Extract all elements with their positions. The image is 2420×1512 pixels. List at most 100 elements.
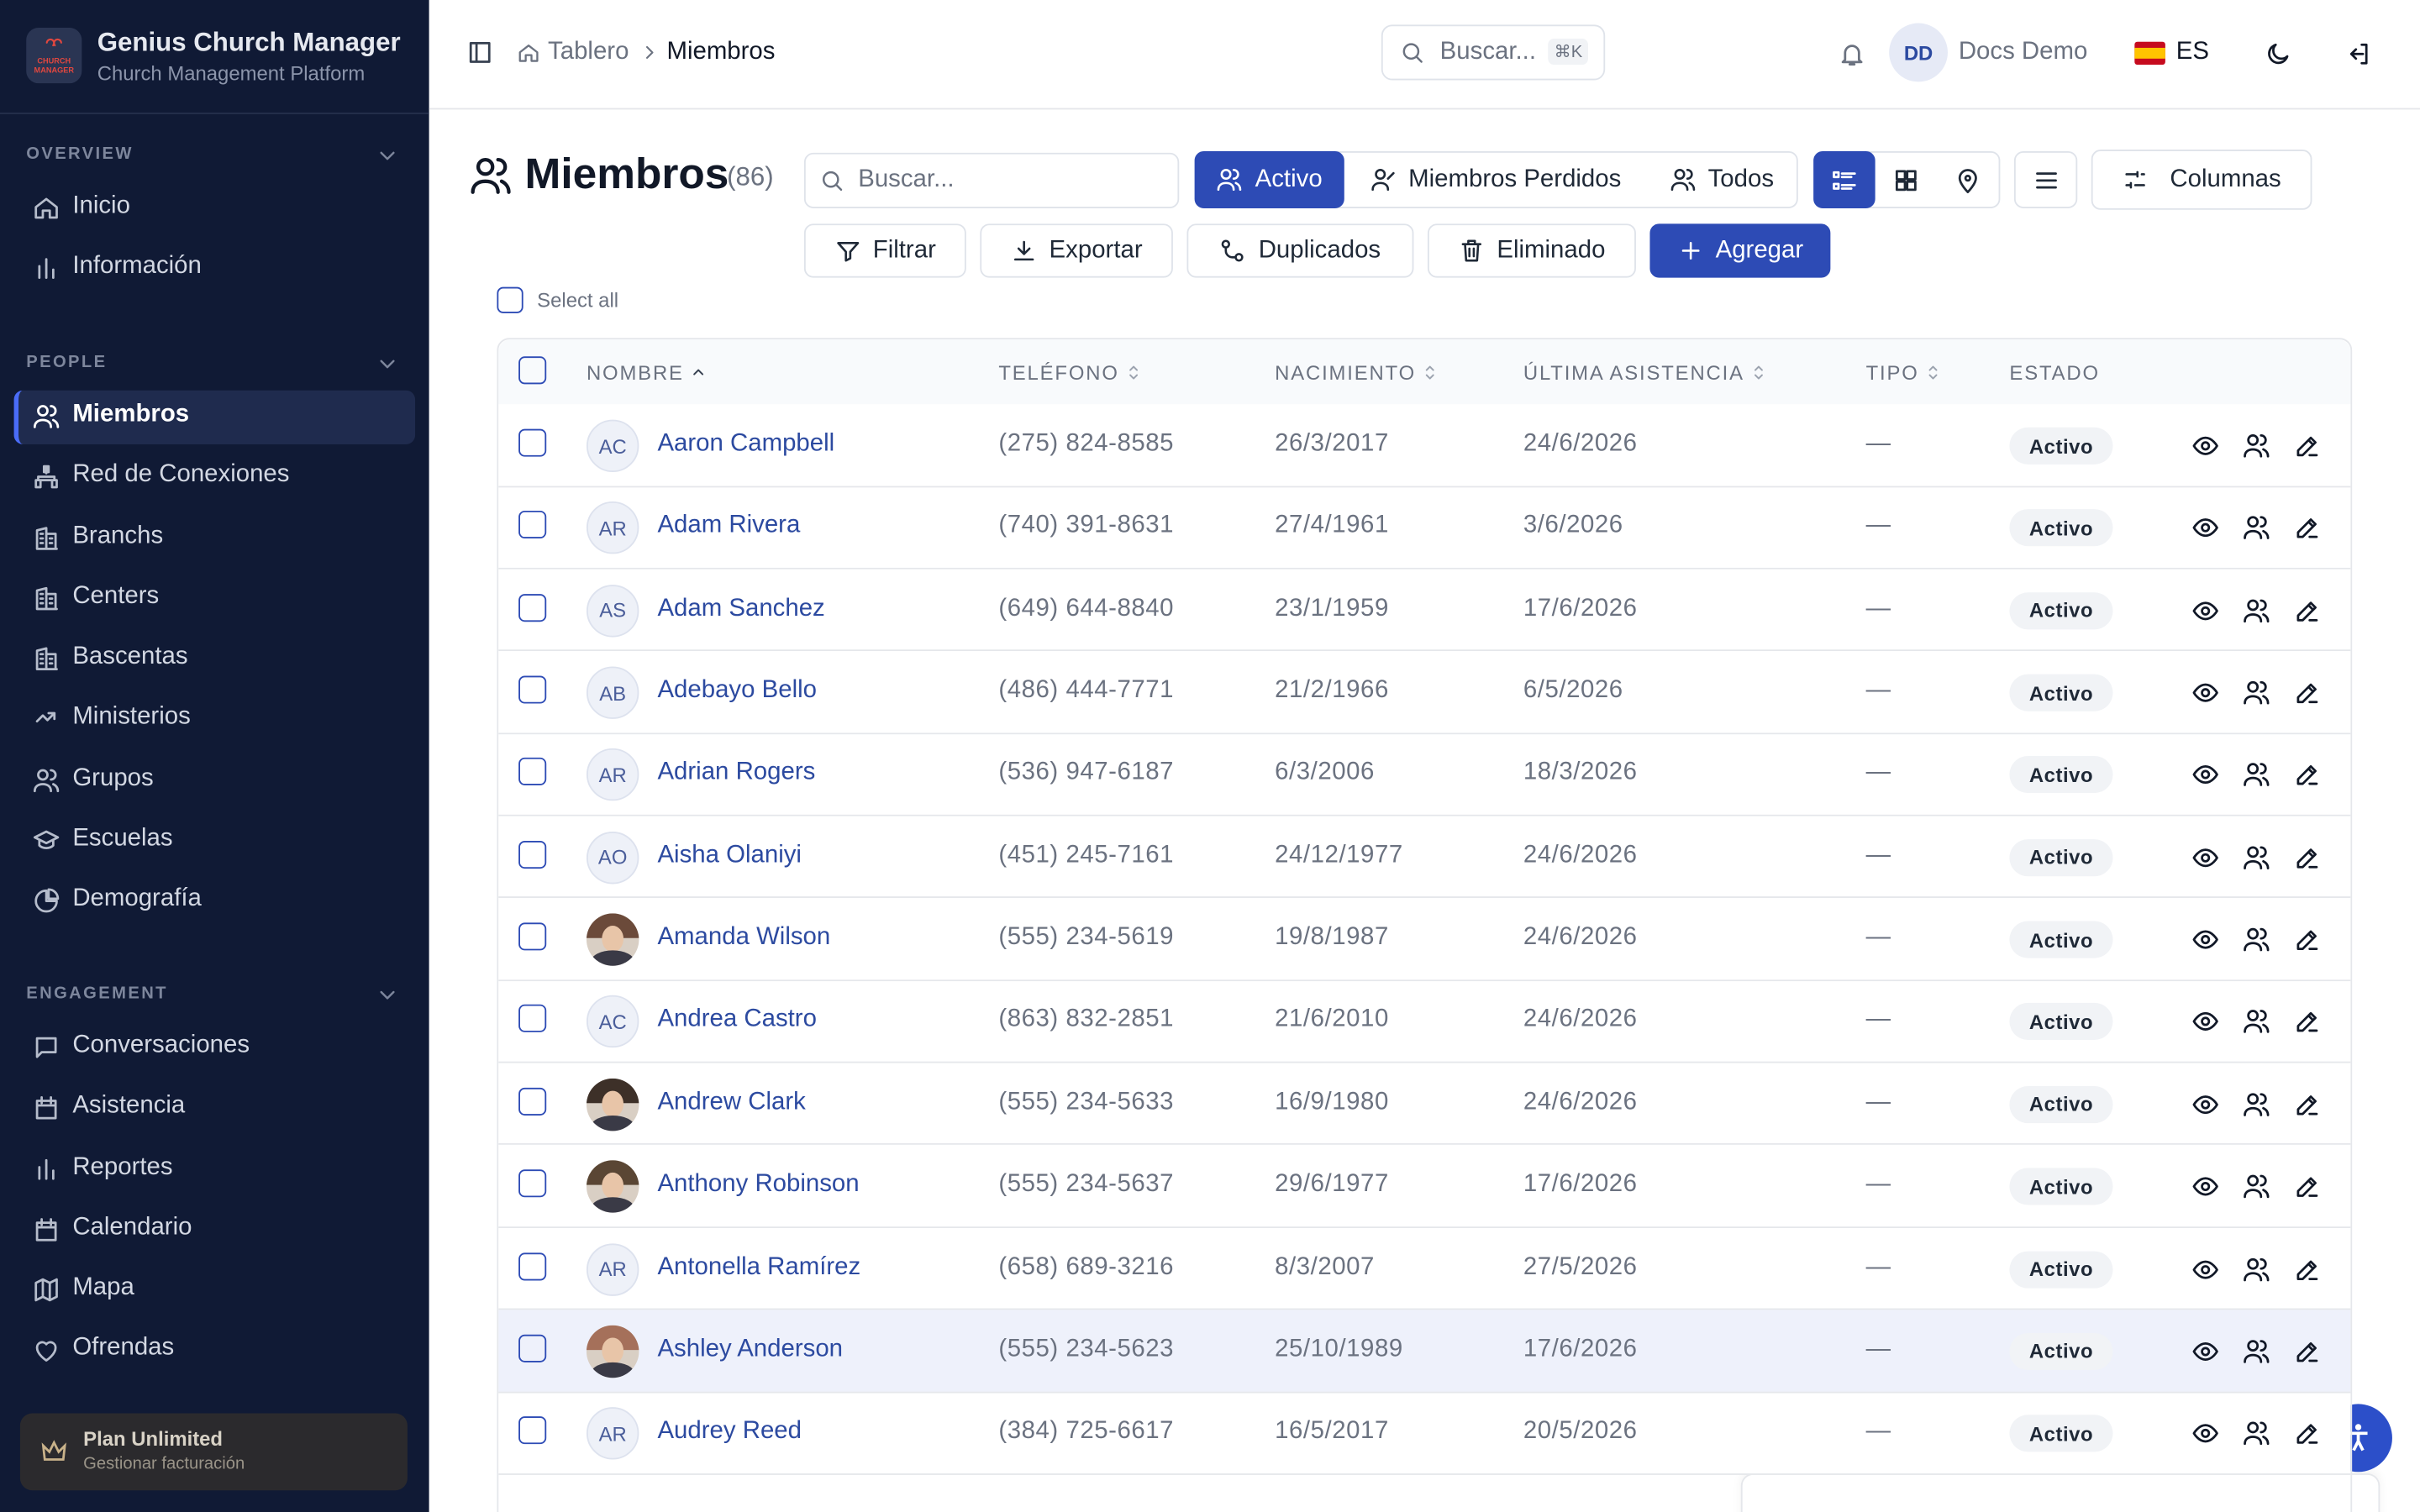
nav-item[interactable]: Demografía bbox=[72, 885, 202, 912]
family-icon[interactable] bbox=[2243, 843, 2270, 871]
family-icon[interactable] bbox=[2243, 1173, 2270, 1200]
column-header[interactable]: NOMBRE bbox=[587, 361, 708, 384]
view-icon[interactable] bbox=[2191, 1255, 2219, 1283]
row-checkbox[interactable] bbox=[518, 922, 547, 951]
member-name[interactable]: Amanda Wilson bbox=[657, 924, 831, 951]
view-icon[interactable] bbox=[2191, 1420, 2219, 1447]
member-name[interactable]: Adrian Rogers bbox=[657, 759, 816, 786]
row-checkbox[interactable] bbox=[518, 1416, 547, 1445]
menu-button[interactable] bbox=[2013, 151, 2078, 208]
select-all-label[interactable]: Select all bbox=[537, 288, 619, 312]
nav-item[interactable]: Información bbox=[72, 253, 202, 280]
member-name[interactable]: Adebayo Bello bbox=[657, 677, 817, 704]
edit-icon[interactable] bbox=[2293, 1090, 2321, 1118]
member-name[interactable]: Antonella Ramírez bbox=[657, 1253, 861, 1280]
family-icon[interactable] bbox=[2243, 926, 2270, 953]
plan-box[interactable] bbox=[19, 1413, 408, 1491]
column-header[interactable]: ÚLTIMA ASISTENCIA bbox=[1523, 361, 1769, 384]
nav-item[interactable]: Escuelas bbox=[72, 825, 173, 852]
tab[interactable]: Miembros Perdidos bbox=[1344, 151, 1647, 208]
action-button[interactable]: Filtrar bbox=[803, 223, 966, 278]
table-row[interactable] bbox=[498, 486, 2351, 570]
member-search[interactable] bbox=[803, 152, 1180, 208]
view-button[interactable] bbox=[1937, 151, 1998, 208]
row-checkbox[interactable] bbox=[518, 1334, 547, 1362]
view-icon[interactable] bbox=[2191, 596, 2219, 624]
nav-item[interactable]: Bascentas bbox=[72, 643, 188, 670]
view-button[interactable] bbox=[1813, 151, 1876, 208]
edit-icon[interactable] bbox=[2293, 1337, 2321, 1365]
user-avatar[interactable]: DD bbox=[1889, 23, 1948, 82]
row-checkbox[interactable] bbox=[518, 840, 547, 869]
action-button[interactable]: Agregar bbox=[1649, 223, 1831, 278]
view-button[interactable] bbox=[1876, 151, 1937, 208]
family-icon[interactable] bbox=[2243, 1420, 2270, 1447]
view-icon[interactable] bbox=[2191, 1008, 2219, 1036]
nav-item[interactable]: Ministerios bbox=[72, 704, 191, 731]
column-header[interactable]: NACIMIENTO bbox=[1275, 361, 1440, 384]
member-name[interactable]: Adam Sanchez bbox=[657, 595, 825, 622]
row-checkbox[interactable] bbox=[518, 1169, 547, 1198]
action-button[interactable]: Exportar bbox=[980, 223, 1173, 278]
nav-item[interactable]: Mapa bbox=[72, 1274, 134, 1301]
edit-icon[interactable] bbox=[2293, 514, 2321, 542]
row-checkbox[interactable] bbox=[518, 511, 547, 539]
edit-icon[interactable] bbox=[2293, 761, 2321, 789]
row-checkbox[interactable] bbox=[518, 1005, 547, 1033]
nav-item[interactable]: Ofrendas bbox=[72, 1335, 175, 1362]
member-name[interactable]: Aisha Olaniyi bbox=[657, 842, 802, 869]
nav-item[interactable]: Grupos bbox=[72, 764, 154, 791]
member-name[interactable]: Andrew Clark bbox=[657, 1089, 806, 1116]
edit-icon[interactable] bbox=[2293, 1420, 2321, 1447]
view-icon[interactable] bbox=[2191, 432, 2219, 459]
nav-item[interactable]: Conversaciones bbox=[72, 1032, 250, 1059]
language[interactable]: ES bbox=[2175, 38, 2209, 66]
action-button[interactable]: Duplicados bbox=[1186, 223, 1414, 278]
nav-item[interactable]: Red de Conexiones bbox=[72, 461, 290, 488]
family-icon[interactable] bbox=[2243, 1008, 2270, 1036]
view-icon[interactable] bbox=[2191, 1337, 2219, 1365]
member-name[interactable]: Andrea Castro bbox=[657, 1006, 817, 1033]
member-name[interactable]: Aaron Campbell bbox=[657, 430, 835, 457]
member-name[interactable]: Adam Rivera bbox=[657, 512, 801, 539]
tab[interactable]: Activo bbox=[1194, 151, 1344, 208]
member-name[interactable]: Anthony Robinson bbox=[657, 1171, 860, 1198]
view-icon[interactable] bbox=[2191, 679, 2219, 706]
edit-icon[interactable] bbox=[2293, 679, 2321, 706]
family-icon[interactable] bbox=[2243, 432, 2270, 459]
row-checkbox[interactable] bbox=[518, 1252, 547, 1280]
edit-icon[interactable] bbox=[2293, 843, 2321, 871]
family-icon[interactable] bbox=[2243, 761, 2270, 789]
global-search[interactable] bbox=[1381, 24, 1606, 81]
row-checkbox[interactable] bbox=[518, 758, 547, 786]
family-icon[interactable] bbox=[2243, 1337, 2270, 1365]
tab[interactable]: Todos bbox=[1647, 151, 1797, 208]
member-name[interactable]: Audrey Reed bbox=[657, 1418, 802, 1445]
column-header[interactable]: TIPO bbox=[1866, 361, 1944, 384]
view-icon[interactable] bbox=[2191, 926, 2219, 953]
family-icon[interactable] bbox=[2243, 679, 2270, 706]
nav-item[interactable]: Asistencia bbox=[72, 1092, 186, 1120]
nav-item[interactable]: Inicio bbox=[72, 192, 130, 219]
member-name[interactable]: Ashley Anderson bbox=[657, 1336, 844, 1362]
edit-icon[interactable] bbox=[2293, 596, 2321, 624]
breadcrumb-item[interactable]: Tablero bbox=[548, 38, 629, 66]
columns-button[interactable]: Columnas bbox=[2091, 150, 2312, 210]
row-checkbox[interactable] bbox=[518, 593, 547, 622]
row-checkbox[interactable] bbox=[518, 1087, 547, 1116]
select-all-checkbox[interactable] bbox=[497, 286, 523, 313]
action-button[interactable]: Eliminado bbox=[1427, 223, 1636, 278]
nav-item[interactable]: Miembros bbox=[72, 401, 190, 428]
view-icon[interactable] bbox=[2191, 761, 2219, 789]
view-icon[interactable] bbox=[2191, 843, 2219, 871]
column-header[interactable]: TELÉFONO bbox=[998, 361, 1144, 384]
nav-item[interactable]: Centers bbox=[72, 582, 160, 610]
nav-item[interactable]: Calendario bbox=[72, 1214, 192, 1241]
view-icon[interactable] bbox=[2191, 514, 2219, 542]
user-name[interactable]: Docs Demo bbox=[1958, 38, 2088, 66]
family-icon[interactable] bbox=[2243, 514, 2270, 542]
family-icon[interactable] bbox=[2243, 1090, 2270, 1118]
view-icon[interactable] bbox=[2191, 1090, 2219, 1118]
row-checkbox[interactable] bbox=[518, 675, 547, 704]
family-icon[interactable] bbox=[2243, 1255, 2270, 1283]
